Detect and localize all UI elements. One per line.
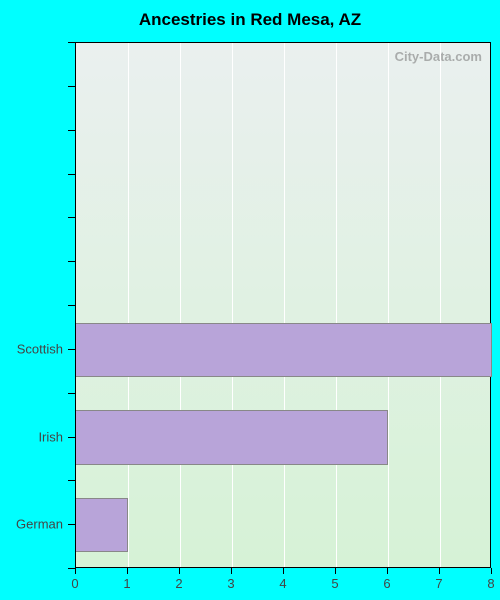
y-tick-label: Scottish — [0, 341, 63, 356]
y-tick-label: German — [0, 517, 63, 532]
y-tick-mark — [68, 261, 75, 262]
x-tick-label: 5 — [331, 576, 338, 591]
y-tick-mark — [68, 524, 75, 525]
x-tick-label: 2 — [175, 576, 182, 591]
watermark: City-Data.com — [395, 49, 482, 64]
y-tick-mark — [68, 393, 75, 394]
x-tick-label: 7 — [435, 576, 442, 591]
bar — [76, 498, 128, 552]
y-tick-mark — [68, 86, 75, 87]
y-tick-mark — [68, 349, 75, 350]
y-tick-mark — [68, 130, 75, 131]
x-tick-label: 1 — [123, 576, 130, 591]
gridline — [440, 43, 441, 567]
x-tick-mark — [335, 568, 336, 574]
y-tick-label: Irish — [0, 429, 63, 444]
x-tick-mark — [127, 568, 128, 574]
gridline — [336, 43, 337, 567]
gridline — [284, 43, 285, 567]
x-tick-label: 6 — [383, 576, 390, 591]
x-tick-mark — [231, 568, 232, 574]
gridline — [388, 43, 389, 567]
chart-canvas: Ancestries in Red Mesa, AZ City-Data.com… — [0, 0, 500, 600]
x-tick-mark — [75, 568, 76, 574]
plot-area: City-Data.com — [75, 42, 491, 568]
gridline — [232, 43, 233, 567]
x-tick-label: 0 — [71, 576, 78, 591]
bar — [76, 410, 388, 464]
y-tick-mark — [68, 42, 75, 43]
y-tick-mark — [68, 437, 75, 438]
y-tick-mark — [68, 174, 75, 175]
x-tick-label: 3 — [227, 576, 234, 591]
x-tick-label: 8 — [487, 576, 494, 591]
x-tick-label: 4 — [279, 576, 286, 591]
y-tick-mark — [68, 305, 75, 306]
gridline — [128, 43, 129, 567]
x-tick-mark — [387, 568, 388, 574]
x-tick-mark — [439, 568, 440, 574]
y-tick-mark — [68, 217, 75, 218]
gridline — [180, 43, 181, 567]
y-tick-mark — [68, 568, 75, 569]
x-tick-mark — [283, 568, 284, 574]
bar — [76, 323, 492, 377]
x-tick-mark — [491, 568, 492, 574]
chart-title: Ancestries in Red Mesa, AZ — [0, 10, 500, 30]
y-tick-mark — [68, 480, 75, 481]
x-tick-mark — [179, 568, 180, 574]
